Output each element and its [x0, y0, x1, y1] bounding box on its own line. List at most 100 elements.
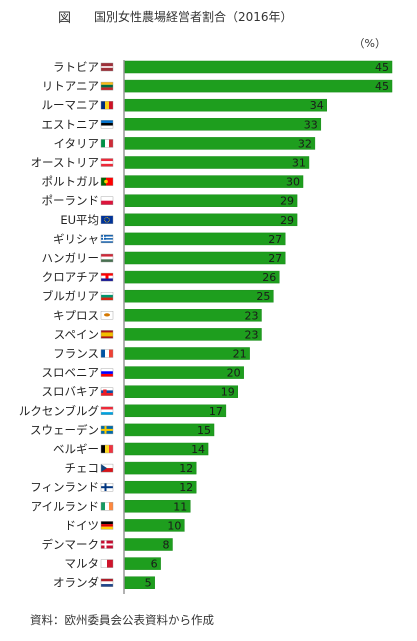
slovenia-flag-icon	[100, 368, 114, 377]
finland-flag-icon	[100, 483, 114, 492]
category-label-15: スペイン	[54, 327, 99, 341]
sweden-flag-icon	[100, 425, 114, 435]
data-label-27: 6	[151, 558, 158, 571]
czech-flag-icon	[100, 463, 114, 473]
cyprus-flag-icon	[100, 311, 114, 320]
bar-7	[124, 175, 304, 188]
portugal-flag-icon	[100, 177, 114, 186]
data-label-25: 10	[167, 519, 181, 532]
data-label-9: 29	[280, 214, 294, 227]
netherlands-flag-icon	[100, 578, 114, 587]
greece-flag-icon	[100, 234, 114, 244]
category-label-12: クロアチア	[42, 270, 99, 284]
bar-4	[124, 118, 322, 131]
data-label-4: 33	[304, 118, 318, 131]
bar-14	[124, 309, 262, 322]
ireland-flag-icon	[100, 502, 114, 511]
germany-flag-icon	[100, 521, 114, 530]
slovakia-flag-icon	[100, 387, 114, 396]
malta-flag-icon	[100, 559, 114, 568]
category-label-21: ベルギー	[53, 442, 99, 456]
data-label-24: 11	[173, 500, 187, 513]
denmark-flag-icon	[100, 540, 114, 549]
poland-flag-icon	[100, 196, 114, 205]
bar-22	[124, 461, 197, 475]
data-label-7: 30	[286, 176, 300, 189]
data-label-6: 31	[292, 157, 306, 170]
belgium-flag-icon	[100, 444, 114, 454]
bar-20	[124, 423, 215, 437]
bar-5	[124, 137, 316, 150]
data-label-2: 45	[375, 80, 389, 93]
data-label-18: 19	[221, 386, 235, 399]
bar-9	[124, 213, 298, 227]
category-label-22: チェコ	[65, 461, 100, 475]
category-label-14: キプロス	[53, 308, 99, 322]
category-label-28: オランダ	[53, 576, 99, 590]
bar-6	[124, 156, 310, 169]
france-flag-icon	[100, 349, 114, 358]
category-label-23: フィンランド	[30, 480, 99, 494]
category-label-20: スウェーデン	[30, 423, 99, 437]
bar-8	[124, 194, 298, 207]
data-label-15: 23	[244, 328, 258, 341]
data-label-20: 15	[197, 424, 211, 437]
lithuania-flag-icon	[100, 81, 114, 91]
data-label-28: 5	[145, 577, 152, 590]
bar-10	[124, 232, 286, 246]
category-label-2: リトアニア	[42, 79, 99, 93]
data-label-11: 27	[268, 252, 282, 265]
data-label-19: 17	[209, 405, 223, 418]
category-label-26: デンマーク	[42, 538, 100, 552]
category-label-9: EU平均	[60, 213, 99, 227]
data-label-12: 26	[262, 271, 276, 284]
category-label-24: アイルランド	[31, 499, 99, 513]
data-label-5: 32	[298, 137, 312, 150]
category-label-25: ドイツ	[65, 518, 100, 532]
bar-11	[124, 251, 286, 265]
bar-2	[124, 79, 393, 93]
bar-23	[124, 480, 197, 494]
spain-flag-icon	[100, 330, 114, 339]
category-label-27: マルタ	[65, 557, 100, 571]
data-label-22: 12	[179, 462, 193, 475]
data-label-10: 27	[268, 233, 282, 246]
category-label-5: イタリア	[53, 136, 99, 150]
estonia-flag-icon	[100, 120, 114, 129]
data-label-17: 20	[227, 367, 241, 380]
bar-21	[124, 442, 209, 456]
bars-group: 45 ラトビア 45 リトアニア 34 ルーマニア 33 エストニア 32 イタリア 31 オーストリ…	[19, 60, 393, 590]
bulgaria-flag-icon	[100, 292, 114, 301]
eu-flag-icon	[100, 215, 114, 225]
bar-24	[124, 500, 191, 513]
category-label-11: ハンガリー	[42, 251, 100, 265]
data-label-16: 21	[233, 348, 247, 361]
category-label-16: フランス	[53, 347, 99, 361]
austria-flag-icon	[100, 158, 114, 167]
figure-label: 図	[58, 11, 71, 26]
chart-title: 国別女性農場経営者割合（2016年）	[94, 9, 293, 24]
category-label-18: スロバキア	[42, 385, 100, 399]
bar-26	[124, 538, 173, 551]
unit-label: （%）	[354, 37, 386, 50]
category-label-8: ポーランド	[42, 194, 100, 208]
data-label-8: 29	[280, 195, 294, 208]
source-note: 資料：欧州委員会公表資料から作成	[30, 613, 214, 627]
category-label-3: ルーマニア	[42, 98, 100, 112]
bar-25	[124, 519, 185, 532]
bar-15	[124, 328, 262, 341]
bar-17	[124, 366, 244, 379]
italy-flag-icon	[100, 139, 114, 148]
data-label-26: 8	[162, 539, 169, 552]
category-label-17: スロベニア	[42, 366, 100, 380]
data-label-13: 25	[256, 290, 270, 303]
category-label-7: ポルトガル	[42, 175, 100, 189]
luxembourg-flag-icon	[100, 406, 114, 415]
latvia-flag-icon	[100, 62, 114, 72]
bar-1	[124, 60, 393, 74]
bar-13	[124, 289, 274, 303]
data-label-14: 23	[244, 309, 258, 322]
hungary-flag-icon	[100, 253, 114, 263]
category-label-19: ルクセンブルグ	[19, 404, 100, 418]
